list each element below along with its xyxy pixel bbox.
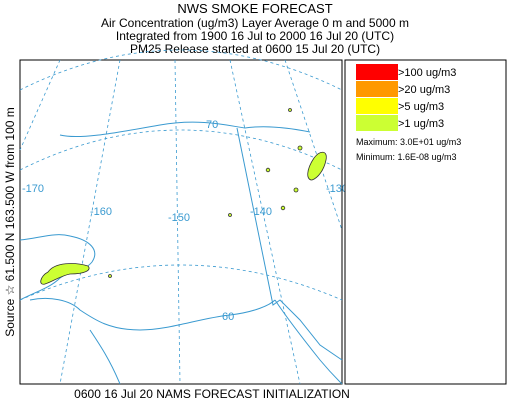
- graticule-label: -150: [168, 212, 190, 224]
- coastline: [19, 234, 96, 301]
- legend-label: >20 ug/m3: [398, 84, 450, 96]
- legend-label: >5 ug/m3: [398, 101, 444, 113]
- graticule-label: -170: [22, 183, 44, 195]
- border: [236, 127, 343, 361]
- graticule: [19, 59, 61, 151]
- graticule-label: -160: [90, 206, 112, 218]
- legend-label: >1 ug/m3: [398, 118, 444, 130]
- smoke-spot: [265, 167, 271, 173]
- legend: Maximum: 3.0E+01 ug/m3 Minimum: 1.6E-08 …: [344, 59, 507, 385]
- legend-swatch: [356, 64, 398, 80]
- smoke-spot: [293, 187, 299, 193]
- graticule-label: -130: [326, 183, 348, 195]
- graticule-label: 70: [206, 119, 218, 131]
- graticule: [59, 59, 121, 385]
- coastline: [59, 121, 311, 138]
- smoke-spot: [288, 108, 292, 112]
- graticule: [19, 49, 343, 91]
- footer: 0600 16 Jul 20 NAMS FORECAST INITIALIZAT…: [74, 387, 350, 401]
- smoke-plume: [307, 151, 327, 181]
- subtitle: PM25 Release started at 0600 15 Jul 20 (…: [130, 42, 380, 56]
- map: -170 -160 -150 -140 -130 70 60: [19, 49, 348, 385]
- subtitle: Air Concentration (ug/m3) Layer Average …: [101, 16, 409, 30]
- subtitle: Integrated from 1900 16 Jul to 2000 16 J…: [116, 29, 394, 43]
- legend-swatch: [356, 115, 398, 131]
- legend-swatch: [356, 98, 398, 114]
- graticule: [229, 59, 301, 385]
- minimum: Minimum: 1.6E-08 ug/m3: [356, 152, 457, 162]
- graticule: [19, 129, 343, 171]
- graticule-label: 60: [222, 311, 234, 323]
- legend-label: >100 ug/m3: [398, 67, 456, 79]
- legend-swatch: [356, 81, 398, 97]
- coastline: [274, 299, 343, 385]
- graticule: [174, 59, 181, 385]
- coastline: [29, 297, 276, 331]
- smoke-plume: [40, 263, 90, 285]
- source-label: Source ☆ 61.500 N 163.500 W from 100 m: [3, 107, 17, 337]
- graticule-label: -140: [250, 206, 272, 218]
- smoke-spot: [108, 274, 112, 278]
- smoke-spot: [280, 205, 286, 211]
- coastline: [89, 329, 121, 385]
- smoke-spot: [228, 213, 232, 217]
- title: NWS SMOKE FORECAST: [177, 1, 332, 16]
- maximum: Maximum: 3.0E+01 ug/m3: [356, 137, 461, 147]
- smoke-spot: [297, 145, 303, 151]
